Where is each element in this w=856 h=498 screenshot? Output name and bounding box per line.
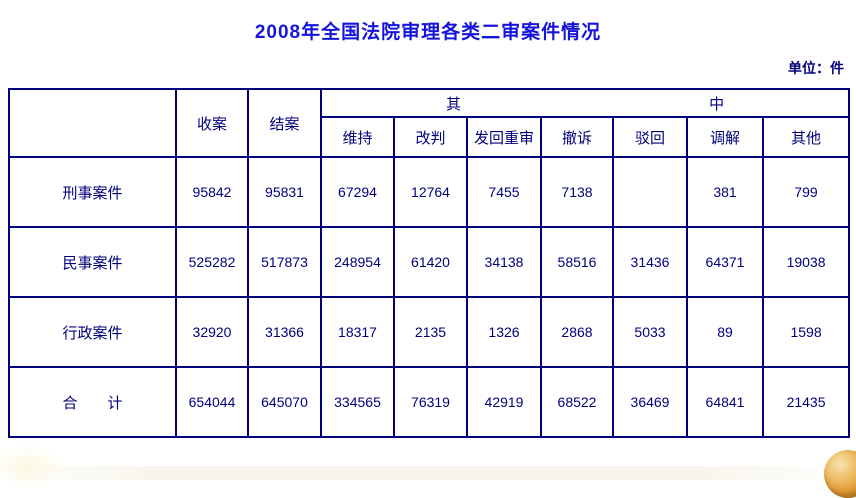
cell-total-upheld: 334565 [320, 366, 395, 438]
cell-administrative-other: 1598 [761, 296, 851, 368]
col-header-other: 其他 [761, 116, 851, 158]
cell-total-changed: 76319 [393, 366, 468, 438]
col-header-withdrawn: 撤诉 [540, 116, 614, 158]
col-header-closed: 结案 [247, 88, 322, 158]
col-header-changed: 改判 [393, 116, 468, 158]
row-label-total: 合 计 [8, 366, 177, 438]
cell-total-remanded: 42919 [466, 366, 542, 438]
cell-administrative-rejected: 5033 [612, 296, 688, 368]
bottom-decoration-band [0, 466, 856, 480]
among-which-wrap: 其 中 [323, 93, 847, 114]
col-header-rejected: 驳回 [612, 116, 688, 158]
col-header-upheld: 维持 [320, 116, 395, 158]
cell-civil-closed: 517873 [247, 226, 322, 298]
col-header-received: 收案 [175, 88, 249, 158]
cell-criminal-other: 799 [761, 156, 851, 228]
cell-criminal-mediated: 381 [686, 156, 764, 228]
cell-civil-withdrawn: 58516 [540, 226, 614, 298]
cell-total-mediated: 64841 [686, 366, 764, 438]
cell-criminal-closed: 95831 [247, 156, 322, 228]
cell-criminal-received: 95842 [175, 156, 249, 228]
cell-criminal-rejected [612, 156, 688, 228]
cell-civil-changed: 61420 [393, 226, 468, 298]
cell-criminal-changed: 12764 [393, 156, 468, 228]
col-header-remanded: 发回重审 [466, 116, 542, 158]
unit-label: 单位：件 [788, 60, 844, 76]
cell-civil-other: 19038 [761, 226, 851, 298]
cell-administrative-closed: 31366 [247, 296, 322, 368]
row-label-civil: 民事案件 [8, 226, 177, 298]
table-row-civil: 民事案件 525282 517873 248954 61420 34138 58… [8, 226, 851, 298]
cell-administrative-upheld: 18317 [320, 296, 395, 368]
cell-total-closed: 645070 [247, 366, 322, 438]
cell-administrative-changed: 2135 [393, 296, 468, 368]
header-sub-row: 维持 改判 发回重审 撤诉 驳回 调解 其他 [9, 116, 851, 158]
cell-civil-mediated: 64371 [686, 226, 764, 298]
cell-administrative-withdrawn: 2868 [540, 296, 614, 368]
col-header-mediated: 调解 [686, 116, 764, 158]
cell-civil-received: 525282 [175, 226, 249, 298]
header-group-row: 收案 结案 其 中 [8, 88, 851, 158]
gold-sphere-decoration [824, 450, 856, 498]
bottom-left-glow [0, 444, 68, 488]
cell-civil-upheld: 248954 [320, 226, 395, 298]
cell-criminal-remanded: 7455 [466, 156, 542, 228]
row-label-criminal: 刑事案件 [8, 156, 177, 228]
table-row-total: 合 计 654044 645070 334565 76319 42919 685… [8, 366, 851, 438]
page-title: 2008年全国法院审理各类二审案件情况 [254, 22, 602, 43]
cell-criminal-withdrawn: 7138 [540, 156, 614, 228]
cell-administrative-mediated: 89 [686, 296, 764, 368]
row-label-administrative: 行政案件 [8, 296, 177, 368]
cell-administrative-received: 32920 [175, 296, 249, 368]
cell-total-withdrawn: 68522 [540, 366, 614, 438]
cell-total-received: 654044 [175, 366, 249, 438]
col-header-among-which: 其 中 [319, 88, 851, 118]
table-row-criminal: 刑事案件 95842 95831 67294 12764 7455 7138 3… [8, 156, 851, 228]
among-which-char-left: 其 [446, 95, 462, 113]
corner-cell [8, 88, 177, 158]
cell-total-other: 21435 [761, 366, 851, 438]
cell-total-rejected: 36469 [612, 366, 688, 438]
cell-criminal-upheld: 67294 [320, 156, 395, 228]
among-which-char-right: 中 [709, 95, 725, 113]
stats-table: 收案 结案 其 中 维持 改判 发回重审 撤诉 驳回 调解 其他 刑事案件 95… [8, 88, 851, 438]
cell-administrative-remanded: 1326 [466, 296, 542, 368]
cell-civil-rejected: 31436 [612, 226, 688, 298]
cell-civil-remanded: 34138 [466, 226, 542, 298]
table-row-administrative: 行政案件 32920 31366 18317 2135 1326 2868 50… [8, 296, 851, 368]
